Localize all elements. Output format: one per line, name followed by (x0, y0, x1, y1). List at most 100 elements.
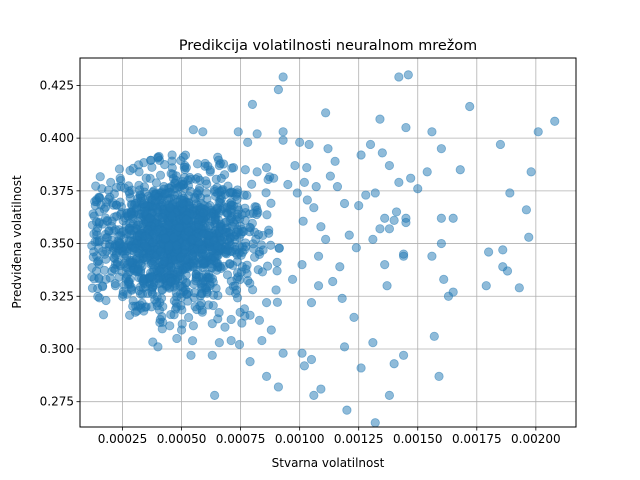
scatter-point (114, 164, 125, 174)
scatter-point (237, 242, 248, 252)
scatter-point (272, 257, 282, 267)
scatter-point (261, 188, 271, 198)
scatter-point (187, 336, 198, 346)
scatter-point (220, 322, 230, 332)
scatter-point (213, 152, 223, 162)
scatter-point (274, 243, 284, 253)
scatter-point (126, 225, 136, 236)
scatter-point (232, 256, 242, 267)
scatter-point (436, 144, 446, 154)
y-axis-label: Predviđena volatilnost (10, 175, 24, 309)
scatter-point (253, 230, 264, 240)
data-points (87, 70, 560, 428)
scatter-point (180, 240, 190, 250)
scatter-point (306, 354, 317, 365)
scatter-point (339, 198, 350, 209)
scatter-point (330, 156, 340, 166)
scatter-point (95, 172, 105, 182)
scatter-point (247, 179, 257, 189)
scatter-point (152, 203, 162, 213)
y-tick-label: 0.375 (40, 184, 74, 198)
scatter-point (306, 297, 317, 308)
scatter-point (261, 297, 272, 308)
scatter-point (155, 246, 166, 257)
scatter-point (222, 223, 232, 233)
scatter-point (198, 208, 209, 218)
scatter-point (109, 226, 119, 236)
scatter-point (302, 163, 312, 173)
scatter-point (266, 240, 276, 250)
scatter-point (207, 319, 217, 329)
scatter-point (232, 293, 243, 303)
scatter-point (200, 158, 210, 169)
scatter-point (233, 272, 243, 282)
scatter-point (201, 188, 211, 198)
scatter-point (356, 363, 366, 373)
scatter-point (210, 390, 220, 400)
scatter-point (394, 177, 404, 188)
scatter-point (406, 173, 416, 183)
scatter-point (125, 257, 135, 267)
scatter-point (401, 122, 411, 133)
scatter-point (394, 72, 404, 82)
y-tick-label: 0.300 (40, 342, 74, 356)
scatter-point (335, 262, 345, 272)
scatter-point (262, 210, 272, 220)
scatter-point (321, 108, 331, 118)
scatter-point (384, 224, 395, 234)
x-tick-label: 0.00025 (98, 432, 148, 446)
scatter-point (252, 129, 262, 139)
scatter-point (226, 335, 236, 346)
scatter-point (498, 245, 508, 255)
scatter-point (349, 312, 359, 322)
scatter-point (278, 135, 288, 145)
scatter-point (163, 220, 173, 230)
scatter-point (229, 231, 239, 242)
scatter-point (91, 266, 102, 276)
scatter-point (175, 252, 186, 262)
scatter-point (165, 321, 175, 331)
scatter-point (122, 208, 133, 218)
scatter-point (100, 213, 111, 223)
scatter-point (242, 260, 252, 270)
scatter-point (273, 85, 283, 95)
scatter-point (228, 163, 239, 173)
scatter-point (429, 331, 439, 341)
scatter-point (106, 177, 116, 188)
scatter-point (133, 264, 143, 274)
scatter-point (287, 274, 298, 284)
scatter-point (192, 159, 203, 169)
scatter-point (248, 243, 259, 254)
scatter-point (173, 267, 183, 277)
scatter-point (147, 162, 157, 172)
scatter-point (245, 310, 255, 320)
scatter-point (130, 243, 140, 254)
scatter-point (88, 252, 98, 262)
scatter-point (167, 150, 177, 160)
scatter-point (184, 226, 194, 237)
scatter-point (233, 127, 243, 137)
scatter-point (368, 234, 378, 244)
scatter-point (139, 158, 149, 168)
scatter-point (170, 178, 180, 188)
scatter-point (216, 263, 226, 273)
scatter-point (140, 206, 150, 217)
scatter-point (384, 390, 395, 400)
scatter-point (147, 272, 157, 282)
scatter-point (135, 185, 145, 195)
chart-title: Predikcija volatilnosti neuralnom mrežom (179, 38, 477, 54)
scatter-point (380, 260, 390, 270)
scatter-point (262, 261, 273, 271)
scatter-point (154, 266, 165, 276)
scatter-point (160, 160, 170, 170)
scatter-point (368, 338, 378, 348)
scatter-point (344, 230, 354, 240)
scatter-point (202, 179, 212, 189)
y-tick-label: 0.350 (40, 237, 74, 251)
scatter-point (328, 276, 338, 287)
scatter-point (87, 220, 98, 230)
scatter-point (278, 127, 288, 137)
scatter-point (521, 205, 532, 215)
scatter-point (356, 150, 366, 160)
